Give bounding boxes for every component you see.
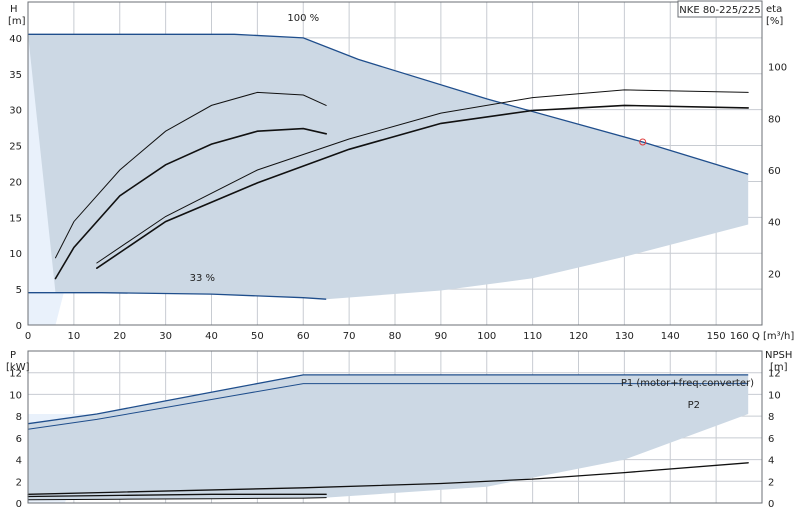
x-tick-label: 80 xyxy=(389,331,402,342)
x-tick-label: 60 xyxy=(297,331,310,342)
y-axis-unit: [kW] xyxy=(6,362,30,373)
efficiency-curve xyxy=(96,89,749,264)
efficiency-curve xyxy=(54,127,327,280)
y2-tick-label: 80 xyxy=(768,114,781,125)
y-axis-label: H xyxy=(10,4,18,15)
y-tick-label: 4 xyxy=(16,456,22,467)
bottom-plot-frame xyxy=(27,350,763,504)
legend-label-p1: P1 (motor+freq.converter) xyxy=(621,378,754,389)
y-tick-label: 0 xyxy=(16,321,22,332)
max-speed-curve xyxy=(28,33,749,175)
y2-tick-label: 2 xyxy=(768,477,774,488)
x-tick-label: 40 xyxy=(205,331,218,342)
y-axis-label: P xyxy=(10,350,16,361)
operating-point-marker xyxy=(639,138,647,146)
power-envelope xyxy=(28,374,749,500)
chart-title: NKE 80-225/225 xyxy=(679,5,760,16)
y-tick-label: 6 xyxy=(16,434,22,445)
y2-tick-label: 40 xyxy=(768,218,781,229)
y-tick-label: 30 xyxy=(9,106,22,117)
y2-tick-label: 6 xyxy=(768,434,774,445)
y2-tick-label: 100 xyxy=(768,63,787,74)
x-tick-label: 70 xyxy=(343,331,356,342)
y2-tick-label: 20 xyxy=(768,269,781,280)
x-tick-label: 20 xyxy=(113,331,126,342)
y-tick-label: 2 xyxy=(16,477,22,488)
y2-tick-label: 0 xyxy=(768,499,774,510)
efficiency-curve xyxy=(96,104,749,269)
x-tick-label: 110 xyxy=(523,331,542,342)
y-tick-label: 35 xyxy=(9,70,22,81)
x-tick-label: 0 xyxy=(25,331,31,342)
y-axis-unit: [m] xyxy=(8,16,26,27)
y2-axis-label: NPSH xyxy=(765,350,792,361)
efficiency-curve xyxy=(55,91,327,259)
x-tick-label: 30 xyxy=(159,331,172,342)
p1-curve xyxy=(27,374,749,425)
y2-tick-label: 10 xyxy=(768,390,781,401)
y2-axis-label: eta xyxy=(766,4,782,15)
x-axis-label: 160 Q [m³/h] xyxy=(730,331,795,342)
curve-annotation: 33 % xyxy=(190,273,215,284)
y-tick-label: 20 xyxy=(9,177,22,188)
y-tick-label: 40 xyxy=(9,34,22,45)
legend-label-p2: P2 xyxy=(688,400,700,411)
y-tick-label: 8 xyxy=(16,412,22,423)
operating-envelope xyxy=(28,34,749,300)
x-tick-label: 90 xyxy=(435,331,448,342)
low-speed-power-curve xyxy=(27,497,327,501)
title-box xyxy=(677,0,763,18)
y2-tick-label: 8 xyxy=(768,412,774,423)
low-speed-power-curve xyxy=(27,493,327,498)
x-tick-label: 120 xyxy=(569,331,588,342)
x-tick-label: 10 xyxy=(68,331,81,342)
x-tick-label: 140 xyxy=(661,331,680,342)
x-tick-label: 150 xyxy=(707,331,726,342)
y-tick-label: 10 xyxy=(9,249,22,260)
p2-curve xyxy=(27,383,749,430)
y2-tick-label: 60 xyxy=(768,166,781,177)
y2-axis-unit: [m] xyxy=(770,362,788,373)
y-tick-label: 12 xyxy=(9,369,22,380)
x-tick-label: 130 xyxy=(615,331,634,342)
x-tick-label: 50 xyxy=(251,331,264,342)
npsh-curve xyxy=(27,462,749,495)
y-tick-label: 10 xyxy=(9,390,22,401)
y2-tick-label: 12 xyxy=(768,369,781,380)
y2-tick-label: 4 xyxy=(768,456,774,467)
y-tick-label: 15 xyxy=(9,213,22,224)
x-tick-label: 100 xyxy=(477,331,496,342)
curve-annotation: 100 % xyxy=(287,13,319,24)
y-tick-label: 0 xyxy=(16,499,22,510)
min-speed-curve xyxy=(28,292,327,300)
top-plot-frame xyxy=(27,1,763,326)
y-tick-label: 5 xyxy=(16,285,22,296)
y-tick-label: 25 xyxy=(9,142,22,153)
y2-axis-unit: [%] xyxy=(766,16,783,27)
